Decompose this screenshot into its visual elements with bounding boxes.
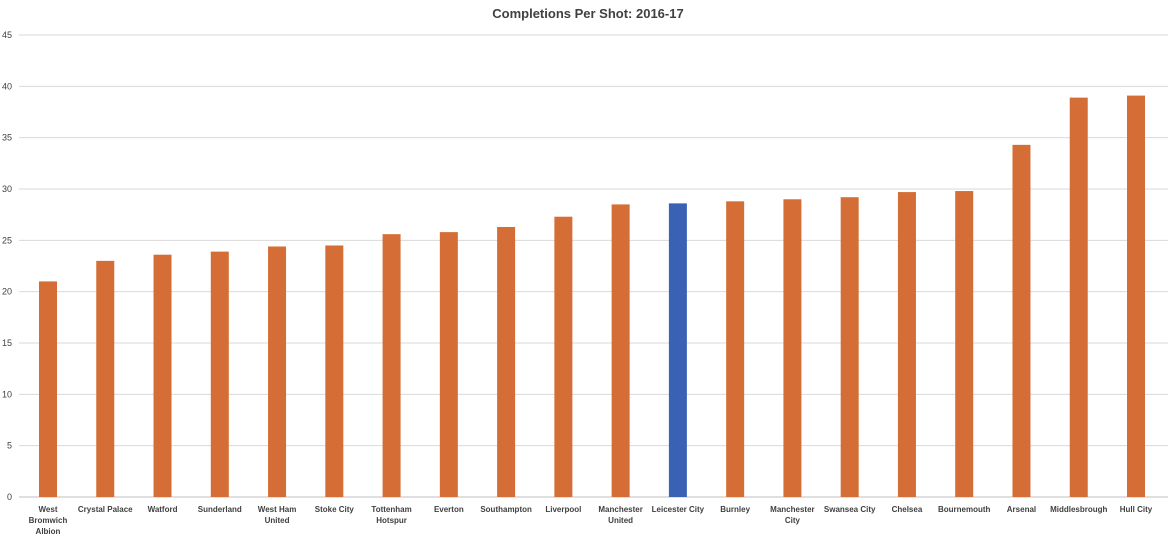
x-tick-label-line: Manchester — [770, 505, 814, 514]
y-tick-label: 10 — [2, 389, 12, 399]
x-tick-label: Swansea City — [824, 505, 876, 514]
x-tick-label: Watford — [148, 505, 178, 514]
x-tick-label: Tottenham Hotspur — [371, 505, 411, 525]
x-tick-label-line: Everton — [434, 505, 464, 514]
y-tick-label: 20 — [2, 287, 12, 297]
x-tick-label: Manchester City — [770, 505, 814, 525]
x-tick-label-line: Bromwich — [29, 516, 68, 525]
x-tick-label: Burnley — [720, 505, 750, 514]
bar — [1069, 97, 1088, 498]
bar — [1012, 144, 1031, 497]
x-tick-label-line: Albion — [36, 527, 61, 536]
bar — [1127, 95, 1145, 497]
x-tick-label: Chelsea — [892, 505, 923, 514]
x-tick-label-line: Southampton — [480, 505, 532, 514]
bar — [325, 245, 344, 497]
x-tick-label: Liverpool — [545, 505, 581, 514]
bar — [39, 281, 57, 497]
bar — [153, 254, 172, 497]
gridlines — [19, 34, 1168, 498]
y-tick-label: 30 — [2, 184, 12, 194]
y-axis-ticks: 0 5 10 15 20 25 30 35 40 45 — [2, 30, 12, 502]
x-tick-label-line: West — [39, 505, 58, 514]
bar — [439, 232, 458, 497]
bar — [611, 204, 630, 497]
y-tick-label: 25 — [2, 235, 12, 245]
x-tick-label: West Ham United — [258, 505, 297, 525]
x-axis-ticks: West Bromwich Albion Crystal Palace Watford S… — [29, 505, 1153, 536]
bar — [955, 191, 974, 497]
x-tick-label: Bournemouth — [938, 505, 991, 514]
x-tick-label-line: Watford — [148, 505, 178, 514]
x-tick-label-line: United — [608, 516, 633, 525]
bar — [668, 203, 687, 497]
x-tick-label-line: Liverpool — [545, 505, 581, 514]
x-tick-label-line: Leicester City — [652, 505, 705, 514]
x-tick-label-line: Sunderland — [198, 505, 242, 514]
bar — [554, 216, 573, 497]
x-tick-label: Manchester United — [598, 505, 642, 525]
x-tick-label: Middlesbrough — [1050, 505, 1107, 514]
x-tick-label-line: Swansea City — [824, 505, 876, 514]
chart-title: Completions Per Shot: 2016-17 — [492, 6, 683, 21]
x-tick-label-line: Burnley — [720, 505, 750, 514]
x-tick-label: Southampton — [480, 505, 532, 514]
x-tick-label: Hull City — [1120, 505, 1153, 514]
x-tick-label-line: Manchester — [598, 505, 642, 514]
x-tick-label-line: Stoke City — [315, 505, 355, 514]
x-tick-label: Leicester City — [652, 505, 705, 514]
x-tick-label: Stoke City — [315, 505, 355, 514]
x-tick-label-line: City — [785, 516, 801, 525]
x-tick-label-line: West Ham — [258, 505, 297, 514]
bar — [726, 201, 745, 497]
y-tick-label: 0 — [7, 492, 12, 502]
x-tick-label: Crystal Palace — [78, 505, 133, 514]
x-tick-label-line: Arsenal — [1007, 505, 1036, 514]
bar — [497, 226, 516, 497]
bars — [39, 95, 1145, 498]
x-tick-label-line: Hull City — [1120, 505, 1153, 514]
x-tick-label-line: Crystal Palace — [78, 505, 133, 514]
bar — [897, 192, 916, 497]
x-tick-label: West Bromwich Albion — [29, 505, 68, 536]
x-tick-label-line: Tottenham — [371, 505, 411, 514]
x-tick-label-line: United — [265, 516, 290, 525]
x-tick-label: Arsenal — [1007, 505, 1036, 514]
x-tick-label-line: Chelsea — [892, 505, 923, 514]
bar — [783, 199, 802, 497]
bar — [210, 251, 229, 497]
x-tick-label-line: Bournemouth — [938, 505, 991, 514]
y-tick-label: 45 — [2, 30, 12, 40]
bar — [840, 197, 859, 498]
y-tick-label: 5 — [7, 441, 12, 451]
x-tick-label-line: Middlesbrough — [1050, 505, 1107, 514]
x-tick-label-line: Hotspur — [376, 516, 407, 525]
y-tick-label: 40 — [2, 81, 12, 91]
y-tick-label: 15 — [2, 338, 12, 348]
bar — [268, 246, 287, 497]
y-tick-label: 35 — [2, 133, 12, 143]
x-tick-label: Sunderland — [198, 505, 242, 514]
bar — [96, 260, 115, 497]
x-tick-label: Everton — [434, 505, 464, 514]
bar — [382, 234, 401, 497]
